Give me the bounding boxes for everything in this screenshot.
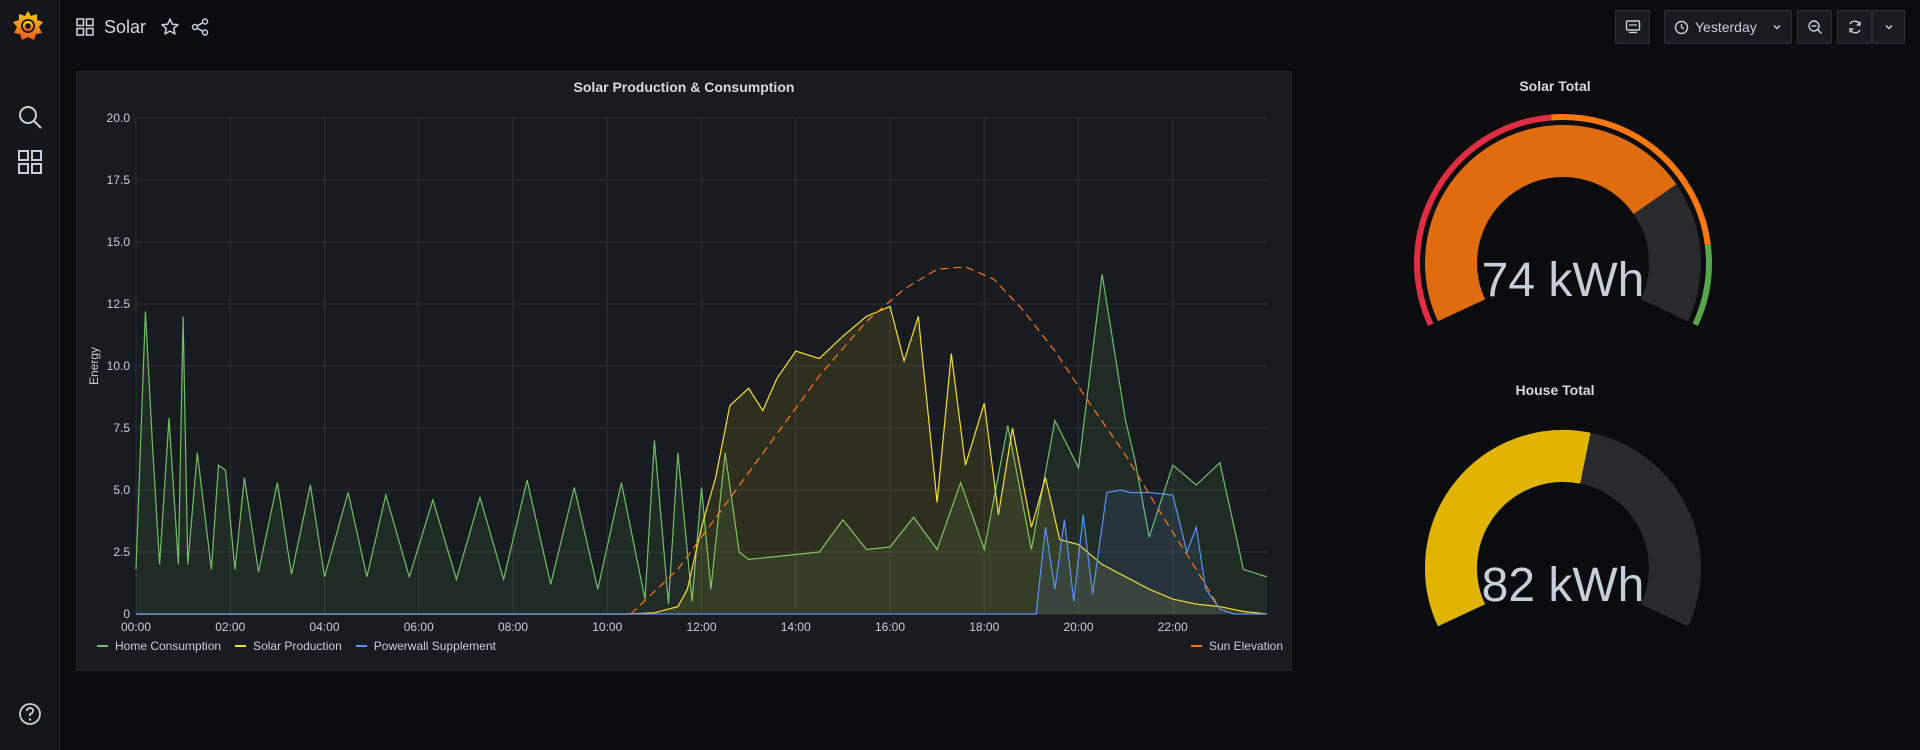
help-icon[interactable] xyxy=(17,701,43,727)
gauge-value-arc xyxy=(1425,125,1677,322)
sidebar xyxy=(0,0,60,750)
search-icon[interactable] xyxy=(17,104,43,130)
series-area-home-consumption xyxy=(136,274,1267,614)
refresh-button[interactable] xyxy=(1837,10,1872,44)
x-tick-label: 10:00 xyxy=(592,620,622,634)
y-tick-label: 5.0 xyxy=(113,483,130,497)
x-tick-label: 08:00 xyxy=(498,620,528,634)
series-line-powerwall-supplement xyxy=(136,489,1267,615)
solar-total-gauge: 74 kWh xyxy=(1414,114,1712,326)
y-tick-label: 17.5 xyxy=(107,173,131,187)
zoom-out-button[interactable] xyxy=(1797,10,1832,44)
x-tick-label: 14:00 xyxy=(781,620,811,634)
legend-swatch xyxy=(97,645,108,647)
x-tick-label: 04:00 xyxy=(309,620,339,634)
series-line-solar-production xyxy=(136,305,1268,615)
refresh-icon xyxy=(1848,20,1861,34)
legend-label: Solar Production xyxy=(253,639,342,653)
gauge-title-house[interactable]: House Total xyxy=(1515,382,1595,398)
legend-item-powerwall[interactable]: Powerwall Supplement xyxy=(355,639,496,653)
time-range-picker[interactable]: Yesterday xyxy=(1664,10,1792,44)
dashboards-icon[interactable] xyxy=(17,149,43,175)
y-tick-label: 15.0 xyxy=(107,235,131,249)
x-tick-label: 16:00 xyxy=(875,620,905,634)
series-line-home-consumption xyxy=(135,274,1268,605)
legend-label: Home Consumption xyxy=(115,639,222,653)
y-axis-label: Energy xyxy=(87,347,101,385)
y-tick-label: 12.5 xyxy=(107,297,131,311)
legend-item-solar[interactable]: Solar Production xyxy=(235,639,342,653)
time-range-label: Yesterday xyxy=(1695,19,1757,35)
legend-label: Powerwall Supplement xyxy=(373,639,496,653)
y-tick-label: 7.5 xyxy=(113,421,130,435)
gauge-title-solar[interactable]: Solar Total xyxy=(1519,78,1591,94)
x-tick-label: 06:00 xyxy=(404,620,434,634)
gauge-threshold-red xyxy=(1414,114,1552,326)
x-tick-label: 00:00 xyxy=(121,620,151,634)
tv-mode-button[interactable] xyxy=(1615,10,1650,44)
star-icon[interactable] xyxy=(160,17,180,37)
x-tick-label: 12:00 xyxy=(686,620,716,634)
gauge-threshold-green xyxy=(1692,244,1712,326)
zoom-out-icon xyxy=(1807,20,1822,34)
dashboard-title[interactable]: Solar xyxy=(104,16,147,37)
legend-swatch xyxy=(235,645,247,647)
grafana-logo-icon[interactable] xyxy=(10,8,46,44)
y-tick-label: 10.0 xyxy=(107,359,131,373)
series-area-solar-production xyxy=(136,306,1267,614)
clock-icon xyxy=(1674,20,1689,34)
legend-item-sun-elevation[interactable]: Sun Elevation xyxy=(1190,639,1283,653)
legend-label: Sun Elevation xyxy=(1208,639,1283,653)
chart-panel: Solar Production & Consumption 0 2.5 5.0 7.… xyxy=(76,71,1292,671)
legend-swatch xyxy=(355,645,367,647)
legend-left: Home Consumption Solar Production Powerw… xyxy=(97,639,510,653)
gauge-value-arc xyxy=(1425,430,1591,627)
x-tick-label: 22:00 xyxy=(1158,620,1188,634)
x-tick-label: 20:00 xyxy=(1063,620,1093,634)
y-tick-label: 20.0 xyxy=(107,111,131,125)
legend-right: Sun Elevation xyxy=(1190,639,1283,653)
chart-panel-title[interactable]: Solar Production & Consumption xyxy=(573,79,795,95)
gauge-value-text: 74 kWh xyxy=(1482,254,1645,307)
house-total-gauge: 82 kWh xyxy=(1425,430,1701,627)
monitor-icon xyxy=(1625,20,1640,34)
x-tick-label: 18:00 xyxy=(969,620,999,634)
chevron-down-icon xyxy=(1885,25,1892,30)
dashboard-grid-icon xyxy=(76,18,94,36)
legend-swatch xyxy=(1190,645,1202,647)
gauge-value-text: 82 kWh xyxy=(1482,559,1645,612)
y-tick-label: 2.5 xyxy=(113,545,130,559)
series-line-sun-elevation xyxy=(630,266,1221,615)
gauge-threshold-orange xyxy=(1551,114,1711,246)
x-tick-label: 02:00 xyxy=(215,620,245,634)
share-icon[interactable] xyxy=(190,17,210,37)
dashboard-header: Solar xyxy=(76,14,220,40)
legend-item-home[interactable]: Home Consumption xyxy=(97,639,221,653)
energy-chart[interactable]: 0 2.5 5.0 7.5 10.0 12.5 15.0 17.5 20.0 00:00 02:00… xyxy=(77,72,1291,670)
chevron-down-icon xyxy=(1773,25,1781,30)
y-tick-label: 0 xyxy=(123,607,130,621)
refresh-interval-dropdown[interactable] xyxy=(1872,10,1905,44)
